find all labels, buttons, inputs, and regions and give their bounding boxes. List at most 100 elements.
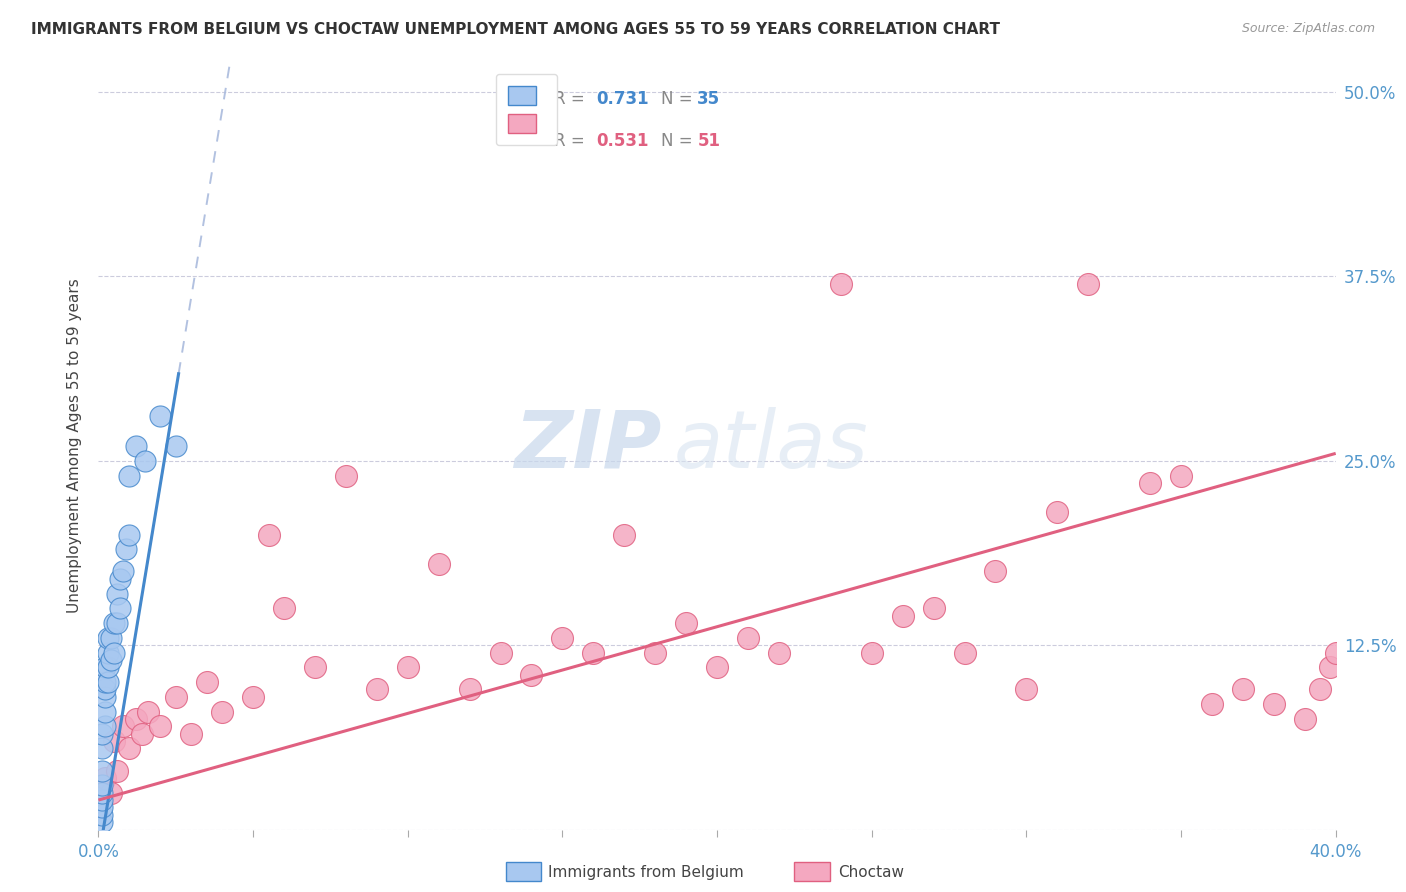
Text: Source: ZipAtlas.com: Source: ZipAtlas.com (1241, 22, 1375, 36)
Text: R =: R = (554, 132, 589, 150)
Point (165, 690, 187, 704)
Point (97, 631, 120, 645)
Point (97, 660, 120, 674)
Point (93, 682, 115, 697)
Text: atlas: atlas (673, 407, 869, 485)
Point (984, 565, 1007, 579)
Point (100, 631, 122, 645)
Point (1232, 682, 1254, 697)
Point (112, 719, 135, 733)
Point (273, 601, 295, 615)
Point (180, 726, 202, 740)
Point (427, 557, 450, 571)
Point (149, 719, 172, 733)
Legend: , : , (496, 74, 557, 145)
Point (582, 646, 605, 660)
Point (737, 631, 759, 645)
Text: IMMIGRANTS FROM BELGIUM VS CHOCTAW UNEMPLOYMENT AMONG AGES 55 TO 59 YEARS CORREL: IMMIGRANTS FROM BELGIUM VS CHOCTAW UNEMP… (31, 22, 1000, 37)
Point (335, 468, 357, 483)
Point (93, 660, 115, 674)
Point (103, 734, 125, 748)
Point (90, 793, 112, 807)
Point (136, 705, 159, 719)
Point (118, 741, 141, 756)
Text: 0.731: 0.731 (596, 90, 648, 108)
Point (613, 527, 636, 541)
Point (108, 572, 131, 586)
Point (105, 615, 128, 630)
Point (458, 682, 481, 697)
Point (922, 601, 945, 615)
Point (124, 439, 146, 453)
Point (90, 786, 112, 800)
Point (105, 764, 128, 778)
Point (115, 542, 138, 557)
Point (105, 586, 128, 600)
Point (706, 660, 728, 674)
Point (93, 719, 115, 733)
Point (211, 705, 233, 719)
Text: Immigrants from Belgium: Immigrants from Belgium (548, 865, 744, 880)
Point (118, 468, 141, 483)
Point (90, 778, 112, 792)
Point (100, 653, 122, 667)
Point (891, 608, 914, 623)
Point (97, 675, 120, 690)
Point (644, 646, 666, 660)
Point (93, 690, 115, 704)
Point (112, 565, 135, 579)
Point (90, 726, 112, 740)
Point (90, 800, 112, 814)
Point (93, 705, 115, 719)
Point (134, 454, 156, 468)
Text: ZIP: ZIP (515, 407, 661, 485)
Point (257, 527, 280, 541)
Point (1294, 712, 1316, 726)
Point (108, 601, 131, 615)
Point (551, 631, 574, 645)
Point (93, 771, 115, 785)
Point (1077, 277, 1099, 291)
Point (830, 277, 852, 291)
Point (1324, 646, 1347, 660)
Text: 51: 51 (697, 132, 720, 150)
Point (1170, 468, 1192, 483)
Point (124, 712, 146, 726)
Point (489, 646, 512, 660)
Point (1319, 660, 1341, 674)
Point (396, 660, 419, 674)
Text: 0.531: 0.531 (596, 132, 648, 150)
Point (675, 615, 697, 630)
Text: 35: 35 (697, 90, 720, 108)
Point (1309, 682, 1331, 697)
Point (149, 409, 172, 424)
Point (1139, 475, 1161, 490)
Point (103, 615, 125, 630)
Text: Choctaw: Choctaw (838, 865, 904, 880)
Point (131, 726, 153, 740)
Point (90, 741, 112, 756)
Point (100, 786, 122, 800)
Point (768, 646, 790, 660)
Point (1201, 697, 1223, 711)
Point (1263, 697, 1285, 711)
Point (366, 682, 388, 697)
Point (520, 667, 543, 681)
Point (1046, 505, 1069, 519)
Text: N =: N = (661, 132, 699, 150)
Text: N =: N = (661, 90, 699, 108)
Point (118, 527, 141, 541)
Point (195, 675, 218, 690)
Point (90, 815, 112, 830)
Point (90, 764, 112, 778)
Point (953, 646, 976, 660)
Point (90, 807, 112, 822)
Point (242, 690, 264, 704)
Point (103, 646, 125, 660)
Point (165, 439, 187, 453)
Point (860, 646, 883, 660)
Y-axis label: Unemployment Among Ages 55 to 59 years: Unemployment Among Ages 55 to 59 years (67, 278, 83, 614)
Text: R =: R = (554, 90, 589, 108)
Point (1015, 682, 1038, 697)
Point (93, 675, 115, 690)
